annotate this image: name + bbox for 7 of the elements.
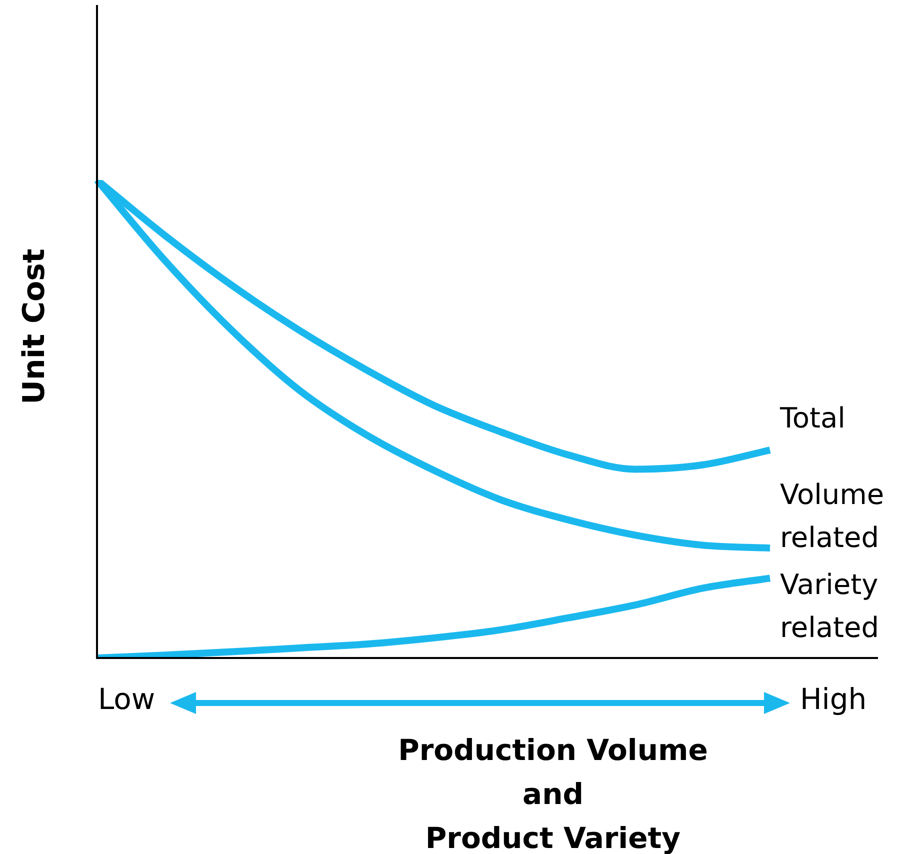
series-label: Volume related xyxy=(780,478,884,554)
text: Low xyxy=(98,682,156,716)
text: High xyxy=(800,682,867,716)
x-axis-title: Production Volume and Product Variety xyxy=(397,732,709,854)
series-label: Total xyxy=(779,401,846,434)
y-axis-title: Unit Cost xyxy=(16,248,52,404)
series-label: Variety related xyxy=(780,568,880,644)
